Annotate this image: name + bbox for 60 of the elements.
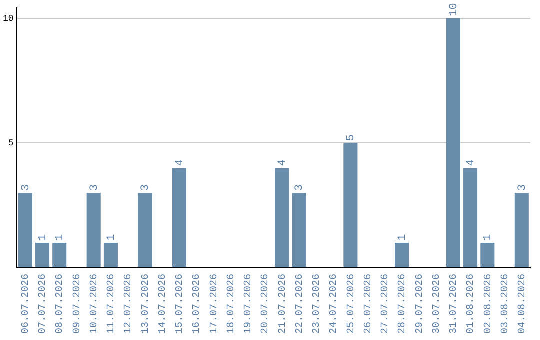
x-tick-label: 25.07.2026	[346, 274, 358, 334]
x-tick-label: 22.07.2026	[294, 274, 306, 334]
x-tick-label: 07.07.2026	[38, 274, 50, 334]
data-label: 4	[465, 159, 478, 166]
bar	[395, 243, 410, 268]
x-tick-label: 31.07.2026	[449, 274, 460, 334]
bar	[480, 243, 495, 268]
x-tick-label: 03.08.2026	[500, 274, 512, 334]
data-label: 1	[106, 234, 118, 242]
bar	[172, 168, 186, 268]
x-tick-label: 30.07.2026	[432, 274, 443, 334]
data-label: 3	[20, 184, 32, 192]
x-tick-label: 17.07.2026	[209, 274, 220, 334]
x-tick-label: 09.07.2026	[72, 274, 84, 334]
bar	[52, 243, 67, 268]
bar	[464, 168, 478, 268]
x-tick-label: 28.07.2026	[398, 274, 409, 334]
data-label: 4	[174, 159, 186, 166]
data-label: 3	[140, 184, 152, 192]
data-label: 4	[277, 159, 290, 166]
x-tick-label: 11.07.2026	[106, 274, 118, 334]
data-label: 3	[294, 184, 306, 192]
bar	[344, 143, 358, 268]
data-label: 1	[54, 234, 67, 242]
x-tick-label: 19.07.2026	[244, 274, 255, 334]
bar	[292, 193, 306, 268]
bar	[104, 243, 118, 268]
x-tick-label: 16.07.2026	[192, 274, 204, 334]
data-label: 10	[448, 3, 460, 16]
x-tick-label: 14.07.2026	[158, 274, 169, 334]
bar	[35, 243, 50, 268]
data-label: 5	[346, 134, 358, 142]
x-tick-label: 04.08.2026	[518, 274, 529, 334]
bar	[275, 168, 290, 268]
x-tick-label: 10.07.2026	[89, 274, 100, 334]
x-tick-label: 08.07.2026	[55, 274, 66, 334]
bar	[446, 18, 460, 268]
data-label: 3	[516, 184, 529, 192]
bar	[86, 193, 101, 268]
x-tick-label: 21.07.2026	[278, 274, 289, 334]
x-tick-label: 06.07.2026	[21, 274, 32, 334]
x-tick-label: 24.07.2026	[329, 274, 340, 334]
data-label: 3	[88, 184, 101, 192]
x-tick-label: 26.07.2026	[363, 274, 374, 334]
bar	[18, 193, 32, 268]
x-tick-label: 12.07.2026	[124, 274, 135, 334]
data-label: 1	[396, 234, 409, 242]
x-tick-label: 23.07.2026	[312, 274, 324, 334]
data-label: 1	[482, 234, 495, 242]
x-tick-label: 13.07.2026	[140, 274, 152, 334]
x-tick-label: 01.08.2026	[466, 274, 478, 334]
bar	[138, 193, 152, 268]
x-tick-label: 20.07.2026	[260, 274, 272, 334]
x-tick-label: 02.08.2026	[483, 274, 494, 334]
x-tick-label: 27.07.2026	[380, 274, 392, 334]
x-tick-label: 15.07.2026	[175, 274, 186, 334]
x-tick-label: 18.07.2026	[226, 274, 238, 334]
data-label: 1	[37, 234, 50, 242]
x-tick-label: 29.07.2026	[414, 274, 426, 334]
bar	[514, 193, 529, 268]
